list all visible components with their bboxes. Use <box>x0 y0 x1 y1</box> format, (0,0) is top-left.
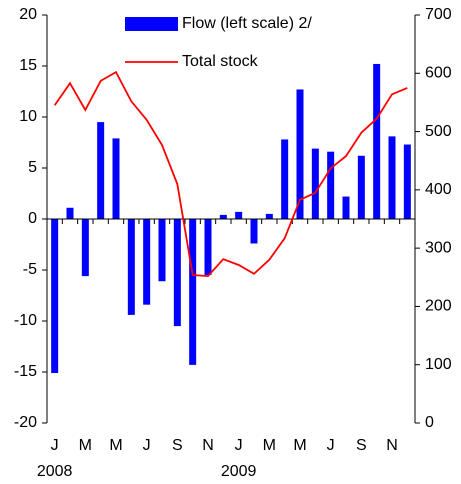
y-tick-label: 15 <box>19 57 37 74</box>
x-tick-label: J <box>51 437 59 454</box>
y-tick-label: -20 <box>14 414 37 431</box>
bar <box>66 207 74 219</box>
bar <box>342 196 350 219</box>
bar <box>143 219 151 305</box>
bar <box>357 155 365 219</box>
bar <box>219 214 227 219</box>
y2-tick-label: 0 <box>425 414 434 431</box>
year-label: 2008 <box>37 463 73 480</box>
legend-swatch <box>125 17 178 31</box>
bar <box>373 63 381 220</box>
bar <box>296 89 304 220</box>
y-tick-label: 10 <box>19 108 37 125</box>
y2-tick-label: 100 <box>425 356 452 373</box>
x-tick-label: J <box>235 437 243 454</box>
year-label: 2009 <box>221 463 257 480</box>
x-tick-label: N <box>386 437 398 454</box>
y-tick-label: -15 <box>14 363 37 380</box>
y2-tick-label: 200 <box>425 298 452 315</box>
line <box>53 70 408 278</box>
y-tick-label: -5 <box>23 261 37 278</box>
bar <box>311 148 319 219</box>
bar <box>403 144 411 219</box>
y-tick-label: -10 <box>14 312 37 329</box>
y-tick-label: 20 <box>19 6 37 23</box>
y2-tick-label: 300 <box>425 239 452 256</box>
bar <box>127 219 135 315</box>
bar <box>97 122 105 219</box>
y2-tick-label: 500 <box>425 123 452 140</box>
bar <box>281 139 289 219</box>
x-tick-label: M <box>293 437 306 454</box>
x-tick-label: S <box>172 437 183 454</box>
x-tick-label: S <box>356 437 367 454</box>
x-tick-label: M <box>79 437 92 454</box>
x-tick-label: N <box>202 437 214 454</box>
y2-tick-label: 600 <box>425 65 452 82</box>
x-tick-label: M <box>109 437 122 454</box>
bar <box>81 219 89 277</box>
bar <box>235 211 243 219</box>
x-tick-label: J <box>327 437 335 454</box>
y-tick-label: 5 <box>28 159 37 176</box>
bar <box>204 219 212 276</box>
x-tick-label: M <box>263 437 276 454</box>
bar <box>112 138 120 219</box>
bar <box>173 219 181 327</box>
y2-tick-label: 400 <box>425 181 452 198</box>
bar <box>189 219 197 365</box>
bar <box>51 219 59 374</box>
x-tick-label: J <box>143 437 151 454</box>
y2-tick-label: 700 <box>425 6 452 23</box>
bar <box>327 151 335 219</box>
bar <box>388 136 396 219</box>
bar <box>158 219 166 282</box>
bar <box>250 219 258 244</box>
y-tick-label: 0 <box>28 210 37 227</box>
legend-label: Flow (left scale) 2/ <box>182 15 312 32</box>
legend-label: Total stock <box>182 53 259 70</box>
bar <box>265 213 273 219</box>
